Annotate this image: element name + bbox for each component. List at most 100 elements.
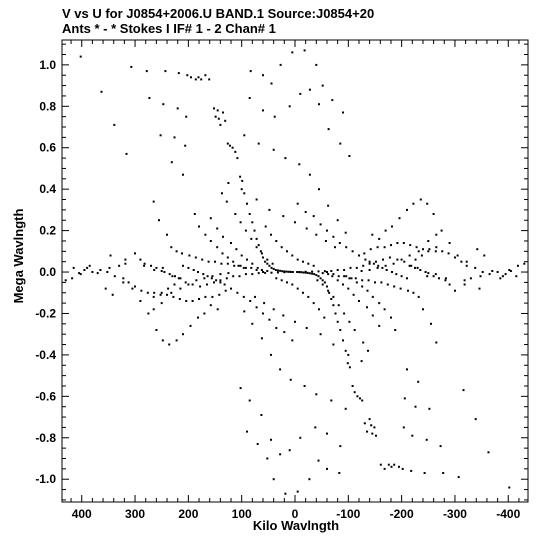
uv-point — [159, 293, 162, 296]
uv-point — [179, 277, 182, 280]
uv-point — [312, 264, 315, 267]
uv-point — [168, 273, 171, 276]
uv-point — [323, 281, 326, 284]
uv-point — [187, 283, 190, 286]
uv-point — [289, 271, 292, 273]
uv-point — [134, 252, 136, 255]
uv-point — [131, 287, 134, 290]
uv-point — [216, 308, 219, 311]
uv-point — [246, 202, 248, 205]
uv-point — [298, 271, 301, 273]
uv-point — [273, 115, 276, 118]
uv-point — [299, 436, 302, 439]
uv-point — [189, 324, 192, 327]
uv-point — [523, 262, 526, 265]
uv-point — [361, 279, 364, 282]
uv-point — [384, 264, 387, 267]
uv-point — [342, 339, 344, 342]
uv-point — [381, 266, 384, 269]
uv-point — [326, 271, 328, 273]
uv-point — [361, 399, 364, 402]
uv-point — [118, 264, 121, 267]
uv-point — [262, 74, 264, 77]
uv-point — [509, 270, 512, 272]
uv-point — [279, 368, 282, 371]
uv-point — [177, 277, 180, 280]
data-points — [64, 49, 526, 495]
uv-point — [153, 291, 156, 294]
uv-point — [279, 269, 282, 272]
y-tick-label: -0.8 — [35, 431, 56, 445]
uv-point — [380, 281, 383, 284]
uv-point — [262, 312, 264, 315]
uv-point — [361, 285, 364, 288]
y-tick-label: 0.0 — [39, 265, 56, 279]
uv-point — [378, 302, 381, 305]
uv-point — [208, 78, 211, 81]
x-tick-label: 0 — [292, 507, 299, 521]
uv-point — [463, 283, 466, 286]
uv-point — [296, 271, 299, 273]
uv-point — [351, 385, 354, 387]
uv-point — [422, 248, 424, 251]
uv-point — [469, 277, 472, 280]
uv-point — [308, 478, 311, 481]
uv-point — [317, 275, 320, 278]
uv-point — [332, 235, 335, 238]
uv-point — [319, 223, 322, 226]
uv-point — [201, 258, 204, 261]
uv-point — [161, 266, 164, 269]
uv-point — [187, 266, 190, 269]
uv-point — [124, 262, 127, 265]
uv-point — [348, 277, 351, 280]
uv-point — [177, 72, 180, 75]
uv-point — [111, 293, 114, 296]
uv-point — [474, 266, 477, 269]
uv-point — [218, 293, 221, 296]
uv-point — [291, 339, 294, 342]
uv-point — [226, 142, 229, 145]
uv-point — [106, 271, 109, 273]
uv-point — [186, 74, 189, 77]
uv-point — [173, 136, 176, 139]
y-tick-label: -0.2 — [35, 306, 56, 320]
uv-point — [487, 451, 490, 454]
uv-point — [260, 269, 263, 271]
uv-point — [143, 262, 146, 265]
uv-point — [327, 204, 330, 207]
uv-point — [463, 279, 466, 282]
y-axis-ticks: 1.0 0.8 0.6 0.4 0.2 0.0 -0.2 -0.4 -0.6 -0.8 -1.0 — [35, 43, 528, 501]
uv-point — [250, 266, 253, 269]
uv-point — [217, 117, 220, 120]
uv-point — [280, 246, 283, 249]
uv-point — [194, 78, 197, 81]
uv-point — [227, 272, 230, 275]
uv-point — [435, 341, 438, 344]
uv-point — [508, 269, 511, 271]
uv-point — [262, 256, 264, 259]
uv-point — [248, 399, 251, 402]
uv-point — [353, 391, 356, 394]
uv-point — [432, 213, 435, 215]
uv-point — [348, 155, 351, 157]
uv-point — [331, 99, 334, 102]
uv-point — [308, 272, 311, 275]
y-tick-label: 0.8 — [39, 99, 56, 113]
uv-point — [417, 295, 420, 298]
uv-point — [192, 269, 195, 271]
uv-point — [416, 266, 419, 269]
uv-point — [232, 260, 235, 263]
uv-point — [127, 281, 130, 284]
uv-point — [291, 283, 294, 286]
uv-point — [255, 269, 258, 271]
uv-point — [259, 250, 262, 253]
uv-point — [255, 306, 258, 309]
uv-point — [368, 262, 371, 265]
uv-point — [200, 78, 203, 81]
uv-point — [219, 123, 222, 126]
uv-point — [336, 219, 339, 222]
uv-point — [465, 264, 468, 267]
uv-point — [160, 302, 163, 305]
uv-point — [332, 304, 335, 307]
